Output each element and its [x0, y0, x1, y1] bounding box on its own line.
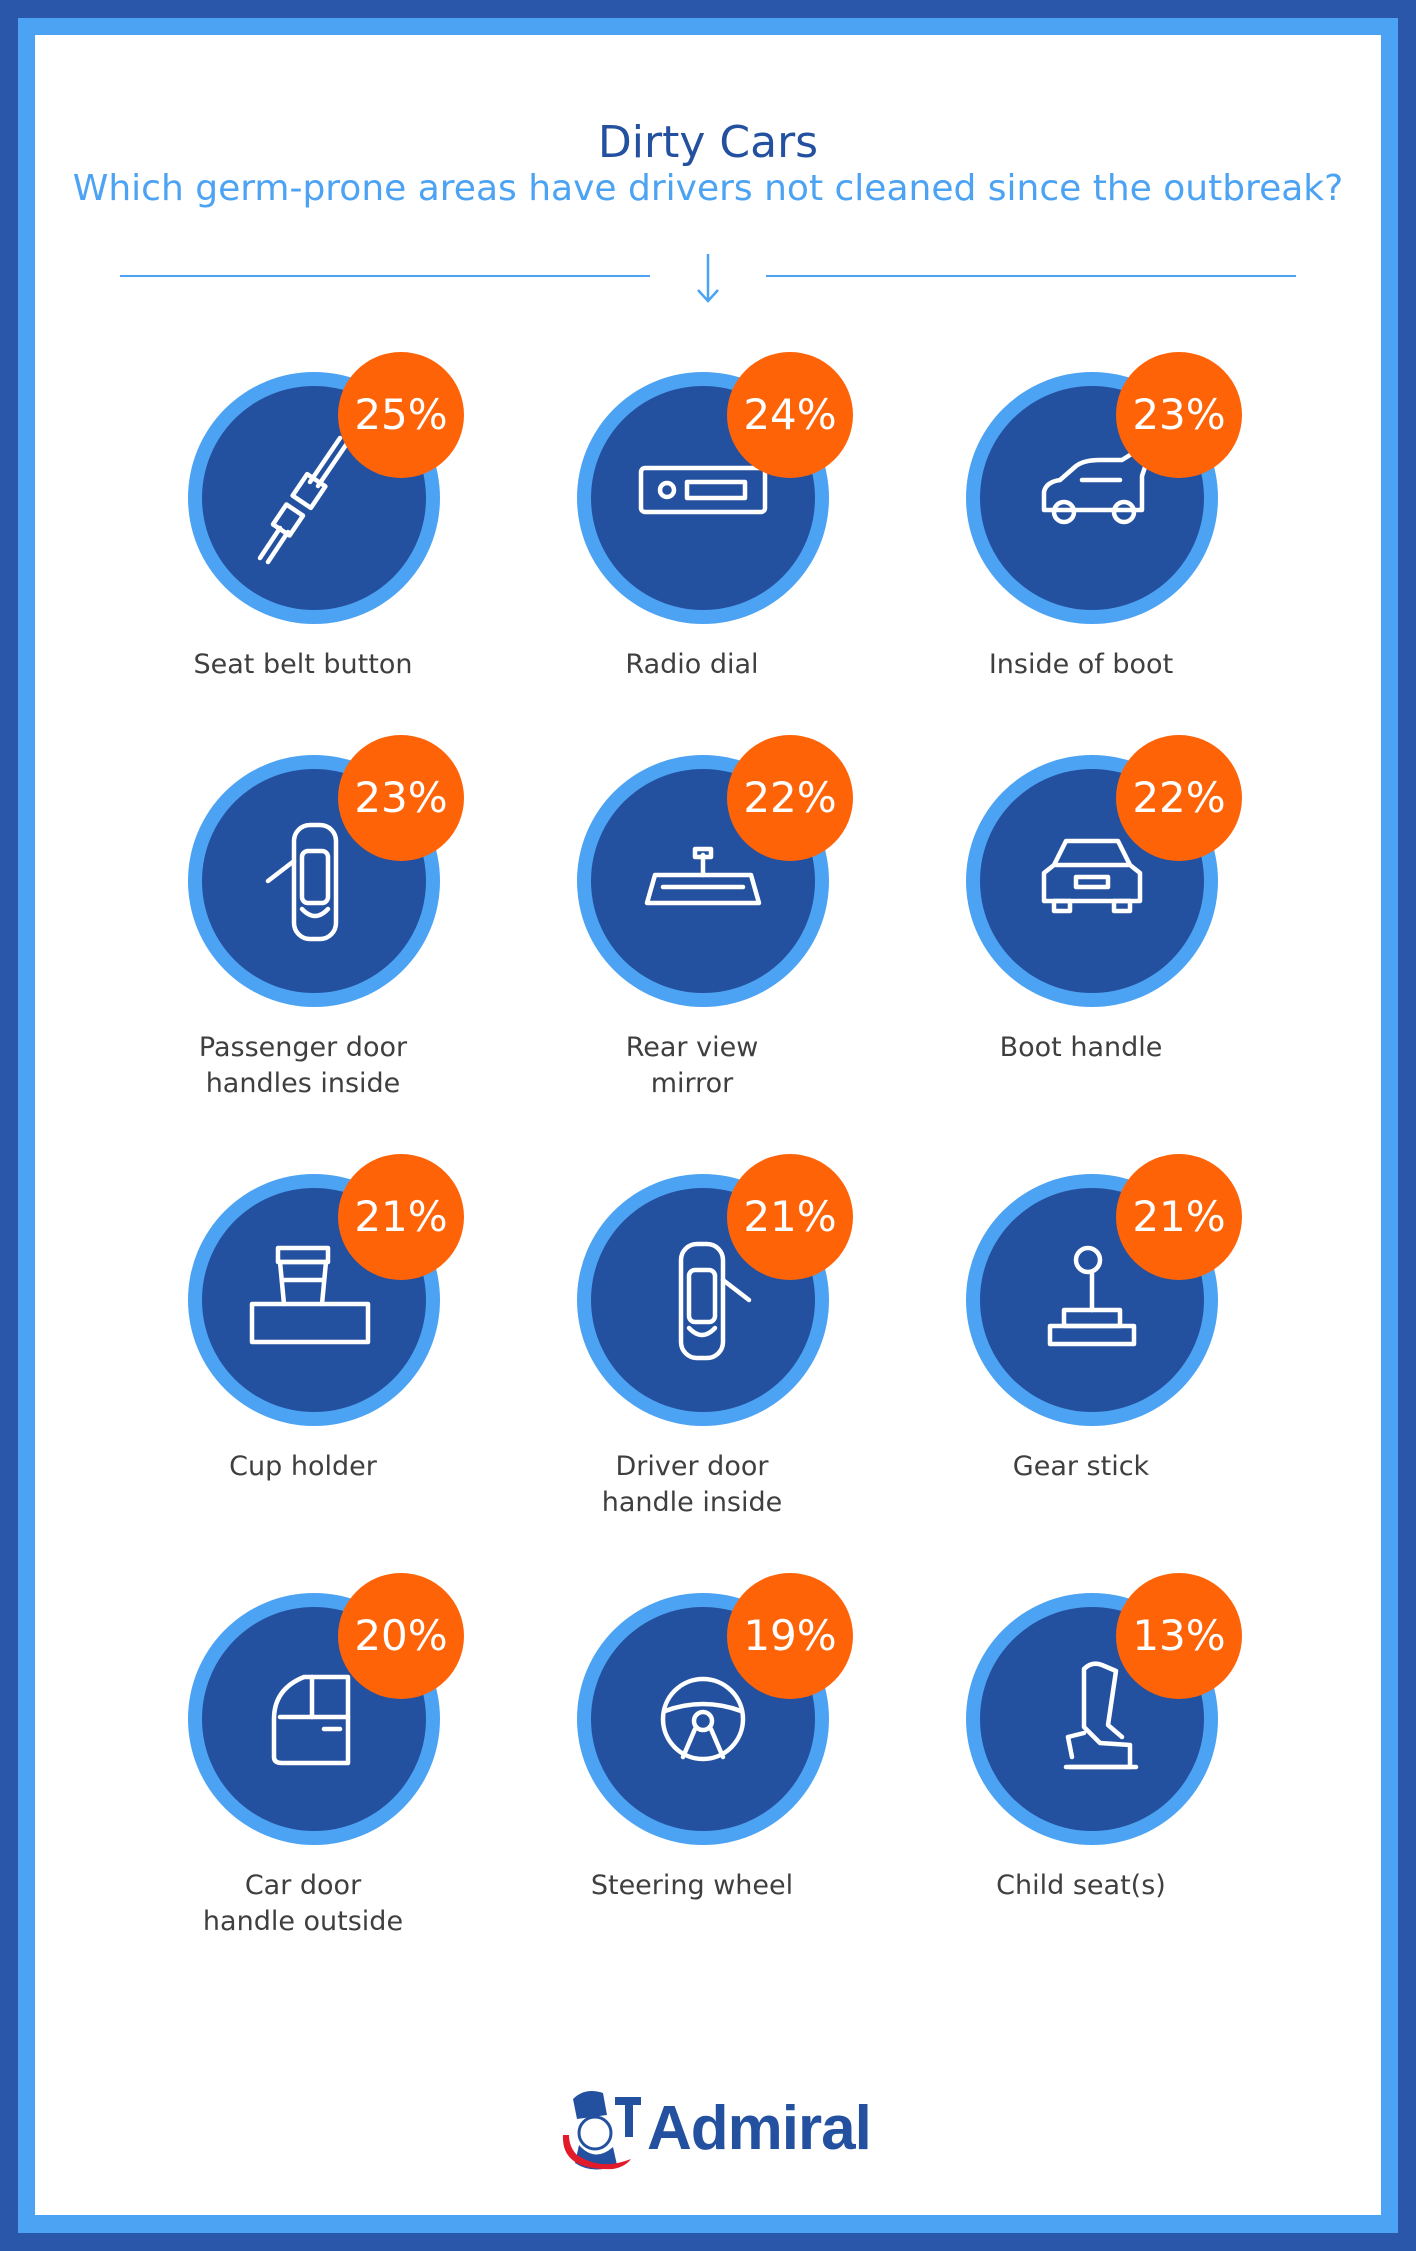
chart-subtitle: Which germ-prone areas have drivers not …	[72, 168, 1344, 209]
item-label: Passenger door handles inside	[198, 1032, 408, 1099]
child-seat-icon	[1063, 1661, 1139, 1770]
percent-badge: 22%	[1116, 735, 1242, 861]
item-label: Steering wheel	[590, 1870, 794, 1901]
percent-badge: 25%	[338, 352, 464, 478]
icon-ring	[966, 755, 1218, 1007]
driver-door-icon	[678, 1241, 752, 1361]
item-label: Boot handle	[999, 1032, 1163, 1063]
icon-ring	[577, 1174, 829, 1426]
percent-badge: 19%	[727, 1573, 853, 1699]
item-child-seat: 13% Child seat(s)	[886, 1573, 1276, 1933]
item-rear-view-mirror: 22% Rear view mirror	[497, 735, 887, 1099]
percent-badge: 22%	[727, 735, 853, 861]
item-open-boot-car: 23% Inside of boot	[886, 352, 1276, 712]
passenger-door-icon	[265, 822, 339, 942]
icon-ring	[577, 1593, 829, 1845]
rear-view-mirror-icon	[644, 846, 762, 906]
item-gear-stick: 21% Gear stick	[886, 1154, 1276, 1514]
item-car-rear: 22% Boot handle	[886, 735, 1276, 1095]
item-driver-door: 21% Driver door handle inside	[497, 1154, 887, 1518]
percent-badge: 20%	[338, 1573, 464, 1699]
brand-name: Admiral	[647, 2094, 872, 2163]
item-car-door: 20% Car door handle outside	[108, 1573, 498, 1937]
item-label: Cup holder	[229, 1451, 377, 1482]
gear-stick-icon	[1047, 1245, 1137, 1347]
admiral-mascot-icon	[562, 2091, 641, 2170]
item-seat-belt: 25% Seat belt button	[108, 352, 498, 712]
admiral-logo: Admiral	[555, 2085, 875, 2175]
item-label: Seat belt button	[193, 649, 413, 680]
percent-badge: 21%	[1116, 1154, 1242, 1280]
percent-badge: 24%	[727, 352, 853, 478]
seat-belt-icon	[257, 435, 351, 565]
item-label: Gear stick	[1012, 1451, 1150, 1482]
item-cup-holder: 21% Cup holder	[108, 1154, 498, 1514]
item-radio: 24% Radio dial	[497, 352, 887, 712]
percent-badge: 21%	[338, 1154, 464, 1280]
item-steering-wheel: 19% Steering wheel	[497, 1573, 887, 1933]
open-boot-car-icon	[1041, 447, 1149, 525]
steering-wheel-icon	[660, 1676, 746, 1762]
item-passenger-door: 23% Passenger door handles inside	[108, 735, 498, 1099]
divider-left	[120, 275, 650, 277]
item-label: Radio dial	[625, 649, 759, 680]
item-label: Child seat(s)	[996, 1870, 1166, 1901]
item-label: Inside of boot	[988, 649, 1174, 680]
divider-right	[766, 275, 1296, 277]
percent-badge: 23%	[338, 735, 464, 861]
icon-ring	[188, 372, 440, 624]
icon-ring	[188, 1593, 440, 1845]
down-arrow-icon	[697, 254, 719, 303]
percent-badge: 21%	[727, 1154, 853, 1280]
car-door-icon	[271, 1674, 351, 1766]
percent-badge: 13%	[1116, 1573, 1242, 1699]
chart-title: Dirty Cars	[597, 117, 819, 168]
cup-holder-icon	[249, 1245, 371, 1345]
item-label: Car door handle outside	[202, 1870, 404, 1937]
percent-badge: 23%	[1116, 352, 1242, 478]
item-label: Driver door handle inside	[601, 1451, 783, 1518]
item-label: Rear view mirror	[625, 1032, 759, 1099]
radio-icon	[638, 465, 768, 515]
car-rear-icon	[1041, 838, 1143, 914]
